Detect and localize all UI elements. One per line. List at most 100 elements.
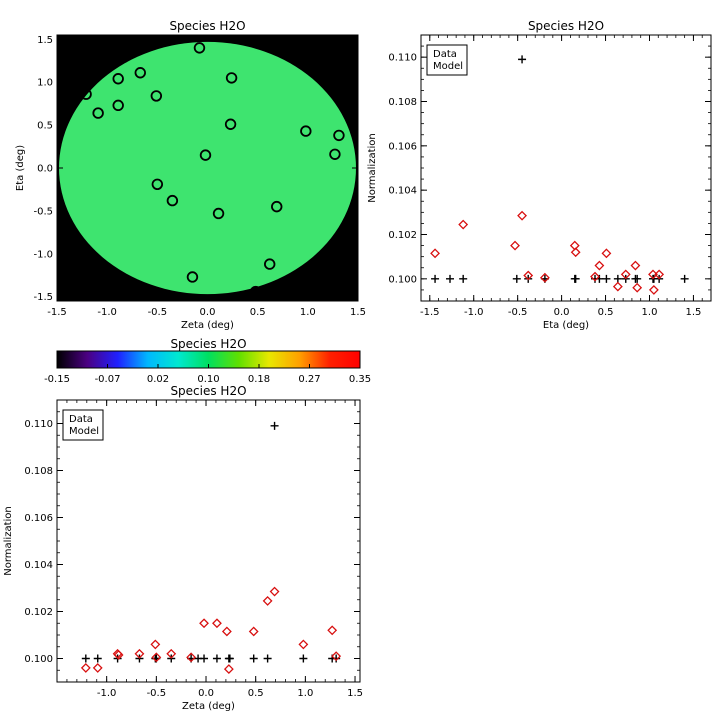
legend-box — [426, 44, 468, 76]
data-point-plus — [446, 274, 454, 283]
x-tick-label: 1.5 — [685, 307, 701, 318]
y-tick-label: 0.108 — [24, 466, 53, 477]
y-tick-label: 0.102 — [388, 230, 417, 241]
data-point-plus — [332, 654, 341, 663]
y-tick-label: 0.110 — [388, 53, 417, 64]
map-point — [329, 148, 341, 160]
colorbar-tick-label: -0.07 — [95, 374, 121, 385]
x-tick-label: 0.0 — [200, 307, 216, 318]
map-point — [224, 118, 237, 130]
map-point — [112, 99, 124, 112]
model-point-diamond — [298, 639, 309, 650]
data-point-plus — [225, 654, 234, 663]
map-point — [80, 88, 92, 100]
x-tick-label: 0.0 — [198, 688, 214, 699]
y-tick-label: 1.5 — [37, 35, 53, 46]
x-tick-label: 1.5 — [347, 688, 363, 699]
y-tick-label: 0.100 — [388, 274, 417, 285]
data-point-plus — [459, 274, 468, 283]
x-tick-label: -1.0 — [97, 307, 117, 318]
x-tick-label: -1.5 — [420, 307, 440, 318]
model-point-diamond — [262, 596, 273, 606]
model-point-diamond — [594, 260, 605, 271]
y-tick-label: 0.104 — [24, 560, 53, 571]
legend-entry-model: Model — [433, 61, 463, 72]
y-tick-label: -1.5 — [33, 292, 53, 303]
model-point-diamond — [632, 282, 643, 293]
x-tick-label: 0.0 — [554, 307, 570, 318]
map-point — [186, 271, 199, 283]
model-point-diamond — [221, 626, 232, 637]
model-point-diamond — [327, 625, 338, 636]
x-tick-label: -1.0 — [464, 307, 484, 318]
x-tick-label: -1.5 — [47, 307, 67, 318]
data-point-plus — [431, 274, 440, 283]
x-tick-label: 0.5 — [248, 688, 264, 699]
x-tick-label: -0.5 — [508, 307, 528, 318]
y-tick-label: 0.108 — [388, 97, 417, 108]
colorbar-tick-label: 0.35 — [349, 374, 371, 385]
legend-entry-data: Data — [69, 414, 93, 425]
colorbar-title: Species H2O — [170, 337, 246, 351]
map-point — [271, 200, 283, 213]
data-point-plus — [212, 654, 221, 663]
x-tick-label: 0.5 — [598, 307, 614, 318]
data-point-plus — [613, 274, 622, 283]
axes-frame — [56, 399, 361, 683]
y-tick-label: 0.102 — [24, 607, 53, 618]
model-point-diamond — [151, 652, 162, 663]
data-point-plus — [680, 274, 689, 283]
y-tick-label: 0.104 — [388, 186, 417, 197]
model-point-diamond — [590, 271, 600, 282]
model-point-diamond — [331, 651, 342, 662]
y-tick-label: 0.5 — [37, 121, 53, 132]
map-point — [300, 125, 312, 137]
model-point-diamond — [620, 269, 631, 280]
map-point — [134, 67, 146, 79]
model-point-diamond — [648, 284, 659, 295]
model-point-diamond — [510, 240, 520, 251]
data-point-plus — [263, 654, 272, 663]
model-point-diamond — [166, 648, 177, 659]
y-tick-label: -1.0 — [33, 249, 53, 260]
data-point-plus — [633, 274, 642, 283]
x-tick-label: -1.0 — [97, 688, 117, 699]
colorbar-tick-label: 0.02 — [147, 374, 169, 385]
data-point-plus — [200, 654, 209, 663]
map-panel: Eta (deg) — [15, 35, 358, 301]
map-point — [166, 194, 179, 207]
model-point-diamond — [430, 248, 440, 259]
x-axis-label: Zeta (deg) — [181, 320, 234, 331]
x-tick-label: 0.5 — [250, 307, 266, 318]
data-point-plus — [602, 274, 611, 283]
y-tick-label: 0.0 — [37, 164, 53, 175]
x-tick-label: 1.0 — [300, 307, 316, 318]
data-point-plus — [512, 274, 521, 283]
data-point-plus — [270, 421, 279, 430]
map-point — [199, 149, 212, 161]
model-point-diamond — [601, 248, 612, 259]
model-point-diamond — [134, 648, 145, 659]
model-point-diamond — [113, 650, 124, 660]
x-tick-label: 1.5 — [350, 307, 366, 318]
chart-title: Species H2O — [169, 19, 245, 33]
model-point-diamond — [517, 210, 527, 221]
map-point — [112, 73, 124, 85]
data-point-plus — [93, 654, 102, 663]
model-point-diamond — [80, 662, 91, 673]
x-tick-label: 1.0 — [297, 688, 313, 699]
legend-entry-data: Data — [433, 49, 457, 60]
model-point-diamond — [539, 272, 550, 283]
y-axis-label: Eta (deg) — [15, 145, 26, 191]
map-point — [249, 285, 262, 298]
model-point-diamond — [458, 219, 469, 230]
data-point-plus — [571, 274, 580, 283]
map-point — [212, 207, 225, 220]
map-point — [333, 129, 345, 142]
map-axes: -1.5 -1.0 -0.5 0.0 0.5 1.0 1.5 -1.5 -1.0 -0.5 0.0 0… — [33, 19, 365, 331]
map-point — [264, 258, 276, 270]
map-point — [151, 178, 164, 191]
model-point-diamond — [654, 269, 665, 280]
